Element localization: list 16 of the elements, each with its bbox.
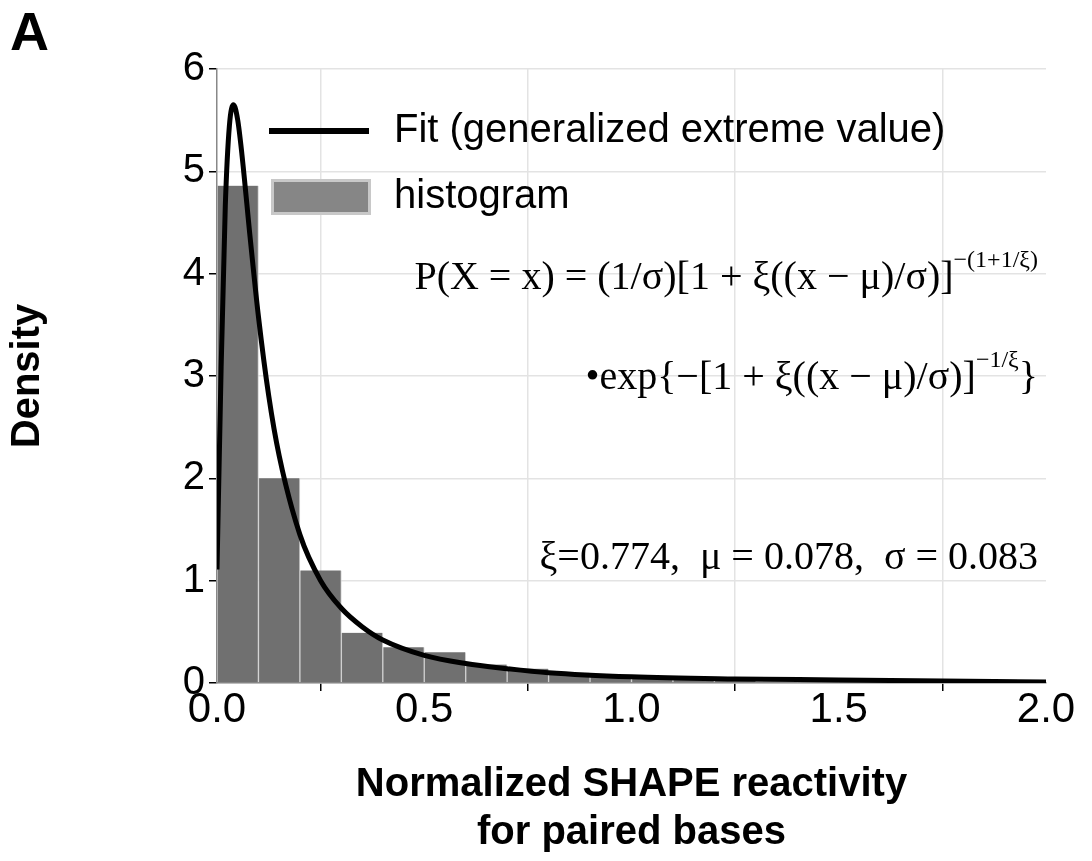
y-tick-label: 6 — [182, 44, 205, 89]
x-axis-title: Normalized SHAPE reactivity for paired bases — [355, 760, 908, 853]
x-tick-label: 0.5 — [395, 683, 454, 731]
y-tick-label: 2 — [182, 453, 205, 498]
annotation: ξ=0.774, μ = 0.078, σ = 0.083 — [539, 533, 1038, 578]
x-tick-label: 2.0 — [1016, 683, 1076, 731]
text: A — [10, 0, 49, 61]
y-tick-label: 5 — [182, 146, 205, 191]
x-tick-label: 1.5 — [809, 683, 868, 731]
y-tick-label: 4 — [182, 248, 205, 293]
legend-label: Fit (generalized extreme value) — [394, 106, 946, 151]
y-tick-label: 3 — [182, 351, 205, 396]
x-tick-label: 1.0 — [602, 683, 661, 731]
y-axis-title: Density — [3, 303, 48, 449]
y-tick-label: 1 — [182, 555, 205, 600]
legend-label: histogram — [394, 172, 570, 217]
